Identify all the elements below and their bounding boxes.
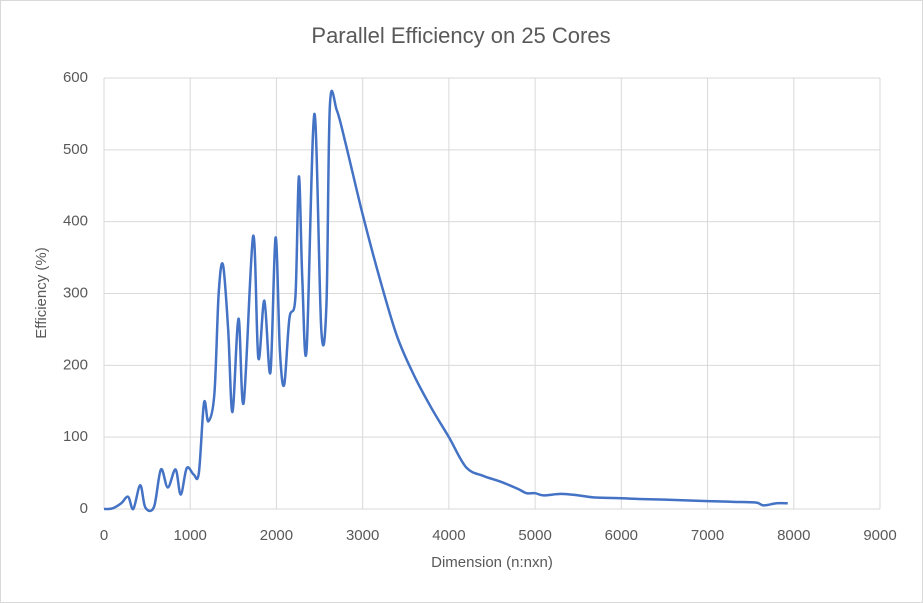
- y-tick-label: 100: [63, 428, 88, 445]
- x-tick-label: 9000: [863, 527, 896, 544]
- y-axis-label: Efficiency (%): [33, 247, 50, 338]
- x-tick-label: 1000: [174, 527, 207, 544]
- x-tick-label: 7000: [691, 527, 724, 544]
- y-tick-label: 600: [63, 69, 88, 86]
- x-tick-label: 4000: [432, 527, 465, 544]
- y-tick-label: 200: [63, 356, 88, 373]
- x-axis-label: Dimension (n:nxn): [431, 554, 553, 571]
- x-tick-label: 0: [100, 527, 108, 544]
- chart-title: Parallel Efficiency on 25 Cores: [311, 23, 610, 48]
- x-tick-label: 2000: [260, 527, 293, 544]
- x-tick-label: 5000: [518, 527, 551, 544]
- x-tick-label: 3000: [346, 527, 379, 544]
- data-line: [103, 89, 788, 513]
- y-tick-label: 400: [63, 213, 88, 230]
- y-tick-label: 300: [63, 284, 88, 301]
- y-tick-label: 0: [80, 500, 88, 517]
- x-tick-label: 8000: [777, 527, 810, 544]
- x-tick-label: 6000: [605, 527, 638, 544]
- y-tick-label: 500: [63, 141, 88, 158]
